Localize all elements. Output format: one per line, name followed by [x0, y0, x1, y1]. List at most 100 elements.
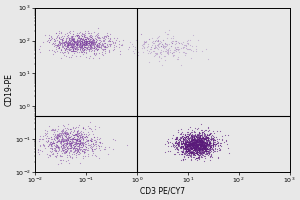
Point	[182, 144, 187, 147]
Point	[88, 138, 93, 141]
Point	[185, 142, 190, 146]
Point	[203, 152, 208, 155]
Point	[87, 46, 92, 50]
Point	[104, 33, 109, 37]
Point	[186, 47, 191, 50]
Point	[196, 136, 200, 140]
Point	[93, 42, 98, 45]
Point	[200, 154, 205, 157]
Point	[74, 47, 78, 50]
Point	[86, 39, 91, 42]
Point	[69, 132, 74, 136]
Point	[184, 153, 189, 157]
Point	[56, 41, 61, 44]
Point	[194, 140, 199, 143]
Point	[180, 142, 184, 145]
Point	[73, 138, 78, 141]
Point	[209, 150, 214, 153]
Point	[75, 40, 80, 43]
Point	[79, 40, 84, 43]
Point	[154, 45, 159, 49]
Point	[207, 133, 212, 136]
Point	[61, 139, 65, 142]
Point	[192, 154, 197, 157]
Point	[183, 142, 188, 145]
Point	[214, 139, 219, 142]
Point	[196, 144, 201, 148]
Point	[60, 139, 65, 142]
Point	[195, 142, 200, 146]
Point	[60, 138, 65, 141]
Point	[184, 145, 189, 148]
Point	[206, 143, 210, 146]
Point	[72, 140, 76, 144]
Point	[98, 46, 103, 49]
Point	[216, 140, 221, 144]
Point	[73, 152, 78, 155]
Point	[71, 142, 76, 145]
Point	[189, 151, 194, 154]
Point	[202, 137, 207, 140]
Point	[79, 48, 84, 51]
Point	[191, 143, 196, 147]
Point	[79, 41, 84, 44]
Point	[59, 50, 64, 53]
Point	[75, 141, 80, 145]
Point	[196, 138, 201, 142]
Point	[196, 147, 201, 150]
Point	[190, 137, 195, 140]
Point	[65, 127, 70, 130]
Point	[41, 144, 46, 148]
Point	[194, 156, 198, 159]
Point	[78, 43, 82, 46]
Point	[71, 133, 76, 136]
Point	[201, 144, 206, 148]
Point	[176, 128, 181, 131]
Point	[184, 145, 189, 149]
Point	[69, 45, 74, 48]
Point	[209, 137, 214, 140]
Point	[79, 44, 83, 48]
Point	[193, 142, 197, 145]
Point	[213, 147, 218, 150]
Point	[196, 140, 200, 143]
Point	[70, 43, 75, 46]
Point	[209, 137, 214, 141]
Point	[57, 31, 62, 35]
Point	[189, 134, 194, 138]
Point	[70, 38, 74, 42]
Point	[189, 137, 194, 141]
Point	[195, 38, 200, 41]
Point	[200, 138, 205, 141]
Point	[37, 47, 41, 50]
Point	[187, 149, 191, 152]
Point	[74, 42, 79, 45]
Point	[78, 47, 82, 50]
Point	[84, 36, 89, 39]
Point	[72, 142, 77, 146]
Point	[66, 123, 70, 126]
Point	[211, 137, 215, 140]
Point	[190, 136, 195, 139]
Point	[160, 43, 165, 47]
Point	[194, 156, 199, 159]
Point	[157, 43, 161, 46]
Point	[82, 38, 87, 41]
Point	[180, 142, 184, 146]
Point	[30, 140, 35, 143]
Point	[36, 153, 41, 156]
Point	[194, 146, 198, 149]
Point	[82, 41, 87, 44]
Point	[58, 41, 63, 44]
Point	[192, 142, 197, 145]
Point	[192, 131, 197, 134]
Point	[88, 41, 92, 44]
Point	[52, 144, 57, 148]
Point	[197, 150, 202, 153]
Point	[192, 139, 197, 142]
Point	[189, 49, 194, 52]
Point	[196, 149, 201, 152]
Point	[197, 153, 202, 156]
Point	[61, 141, 66, 144]
Point	[199, 139, 203, 142]
